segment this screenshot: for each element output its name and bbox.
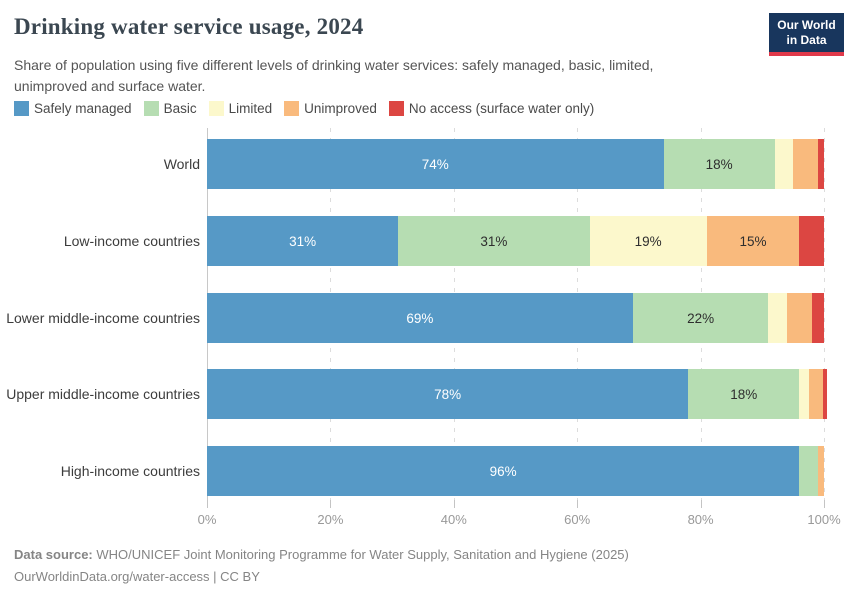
axis-tick-40 — [453, 500, 455, 508]
bar-row-3: 69% 22% — [207, 293, 824, 343]
bar-segment-no-access-surface-water-only[interactable] — [822, 369, 828, 419]
footer: Data source: WHO/UNICEF Joint Monitoring… — [14, 544, 629, 588]
axis-tick-0 — [207, 500, 208, 508]
bar-value-label: 15% — [739, 233, 767, 249]
bar-segment-limited[interactable] — [768, 293, 787, 343]
axis-tick-80 — [700, 500, 702, 508]
axis-tick-100 — [824, 500, 825, 508]
legend: Safely managed Basic Limited Unimproved No a… — [14, 101, 594, 116]
bar-segment-limited[interactable]: 19% — [589, 216, 707, 266]
entity-label-high-income-countries: High-income countries — [60, 463, 200, 479]
bar-segment-unimproved[interactable] — [793, 139, 818, 189]
legend-swatch — [284, 101, 300, 116]
owid-logo-line2: in Data — [786, 33, 827, 47]
bar-row-4: 78% 18% — [207, 369, 828, 419]
bar-segment-basic[interactable]: 22% — [632, 293, 769, 343]
axis-tick-20 — [330, 500, 332, 508]
bar-segment-no-access-surface-water-only[interactable] — [817, 139, 824, 189]
data-source-text: WHO/UNICEF Joint Monitoring Programme fo… — [92, 547, 629, 562]
bar-segment-unimproved[interactable] — [786, 293, 812, 343]
axis-tick-label-60: 60% — [564, 512, 591, 527]
bar-segment-unimproved[interactable]: 15% — [706, 216, 800, 266]
bar-row-2: 31% 31% 19% 15% — [207, 216, 824, 266]
legend-label: Limited — [228, 101, 273, 116]
bar-row-5: 96% — [207, 446, 824, 496]
bar-segment-safely-managed[interactable]: 96% — [207, 446, 800, 496]
bar-segment-no-access-surface-water-only[interactable] — [811, 293, 824, 343]
entity-label-low-income-countries: Low-income countries — [63, 233, 200, 249]
axis-tick-label-100: 100% — [807, 512, 841, 527]
entity-label-lower-middle-income-countries: Lower middle-income countries — [6, 310, 200, 326]
data-source-label: Data source: — [14, 547, 93, 562]
bar-value-label: 18% — [730, 386, 758, 402]
bar-segment-basic[interactable]: 18% — [663, 139, 775, 189]
legend-label: Basic — [163, 101, 197, 116]
chart-title: Drinking water service usage, 2024 — [14, 14, 364, 39]
bar-segment-safely-managed[interactable]: 69% — [207, 293, 633, 343]
bar-value-label: 31% — [480, 233, 508, 249]
bar-value-label: 74% — [421, 156, 449, 172]
axis-tick-label-80: 80% — [687, 512, 714, 527]
legend-label: Safely managed — [34, 101, 132, 116]
legend-item-unimproved[interactable]: Unimproved — [284, 101, 377, 116]
bar-value-label: 22% — [687, 310, 715, 326]
bar-value-label: 19% — [634, 233, 662, 249]
legend-item-limited[interactable]: Limited — [208, 101, 273, 116]
legend-swatch — [143, 101, 159, 116]
bar-segment-unimproved[interactable] — [817, 446, 824, 496]
bar-row-1: 74% 18% — [207, 139, 824, 189]
gridline-100 — [824, 128, 825, 508]
bar-segment-limited[interactable] — [774, 139, 794, 189]
axis-tick-label-0: 0% — [197, 512, 217, 527]
bar-segment-safely-managed[interactable]: 78% — [207, 369, 689, 419]
bar-value-label: 18% — [705, 156, 733, 172]
legend-swatch — [388, 101, 404, 116]
bar-segment-limited[interactable] — [799, 369, 809, 419]
bar-segment-unimproved[interactable] — [808, 369, 823, 419]
axis-tick-label-40: 40% — [440, 512, 467, 527]
legend-label: No access (surface water only) — [408, 101, 595, 116]
entity-label-world: World — [163, 156, 200, 172]
legend-item-basic[interactable]: Basic — [143, 101, 197, 116]
license-line[interactable]: OurWorldinData.org/water-access | CC BY — [14, 569, 260, 584]
bar-value-label: 78% — [434, 386, 462, 402]
axis-tick-label-20: 20% — [317, 512, 344, 527]
entity-label-upper-middle-income-countries: Upper middle-income countries — [6, 386, 200, 402]
bar-value-label: 96% — [489, 463, 517, 479]
data-source-line: Data source: WHO/UNICEF Joint Monitoring… — [14, 544, 629, 566]
axis-tick-60 — [577, 500, 579, 508]
bar-segment-safely-managed[interactable]: 31% — [207, 216, 399, 266]
legend-swatch — [208, 101, 224, 116]
bar-value-label: 31% — [289, 233, 317, 249]
owid-logo-line1: Our World — [777, 18, 836, 32]
bar-segment-no-access-surface-water-only[interactable] — [799, 216, 824, 266]
legend-label: Unimproved — [304, 101, 377, 116]
bar-segment-safely-managed[interactable]: 74% — [207, 139, 664, 189]
chart-subtitle: Share of population using five different… — [14, 57, 654, 94]
owid-logo[interactable]: Our World in Data — [769, 13, 844, 56]
legend-item-safely-managed[interactable]: Safely managed — [14, 101, 132, 116]
bar-segment-basic[interactable]: 18% — [688, 369, 800, 419]
bar-segment-basic[interactable]: 31% — [398, 216, 590, 266]
bar-value-label: 69% — [406, 310, 434, 326]
bar-segment-basic[interactable] — [799, 446, 818, 496]
legend-swatch — [14, 101, 29, 116]
legend-item-no-access-surface-water-only[interactable]: No access (surface water only) — [388, 101, 595, 116]
